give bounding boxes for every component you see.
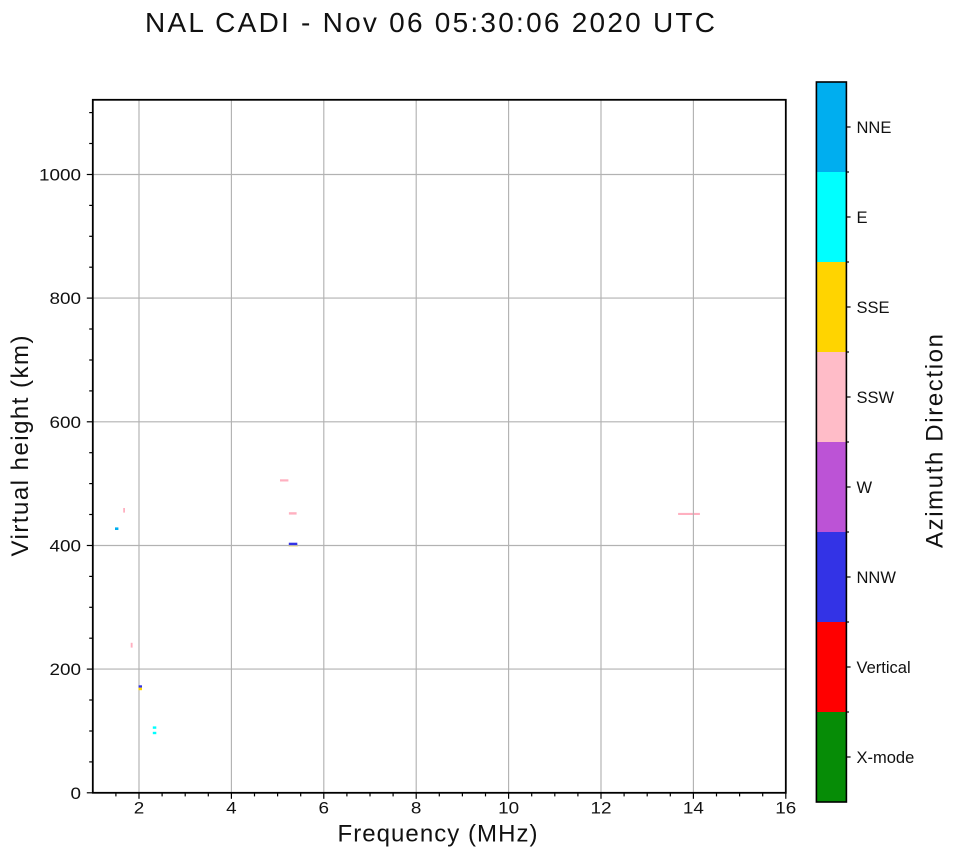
svg-text:6: 6	[319, 800, 330, 818]
svg-text:SSW: SSW	[857, 389, 895, 407]
svg-text:12: 12	[591, 800, 612, 818]
svg-text:4: 4	[226, 800, 237, 818]
svg-text:1000: 1000	[39, 167, 81, 185]
svg-text:2: 2	[134, 800, 145, 818]
svg-text:14: 14	[683, 800, 704, 818]
svg-text:10: 10	[498, 800, 519, 818]
svg-text:E: E	[857, 209, 868, 227]
svg-text:0: 0	[71, 785, 82, 803]
svg-text:NNE: NNE	[857, 119, 892, 137]
svg-text:NAL CADI - Nov 06 05:30:06 202: NAL CADI - Nov 06 05:30:06 2020 UTC	[145, 7, 715, 38]
svg-text:Frequency (MHz): Frequency (MHz)	[338, 821, 538, 848]
svg-text:W: W	[857, 479, 873, 497]
svg-text:Vertical: Vertical	[857, 659, 911, 677]
svg-text:16: 16	[775, 800, 796, 818]
svg-text:Azimuth Direction: Azimuth Direction	[922, 334, 949, 548]
svg-text:800: 800	[50, 290, 82, 308]
svg-text:X-mode: X-mode	[857, 749, 915, 767]
svg-text:Virtual height (km): Virtual height (km)	[7, 336, 34, 557]
svg-text:8: 8	[411, 800, 422, 818]
svg-text:400: 400	[50, 538, 82, 556]
svg-text:200: 200	[50, 661, 82, 679]
svg-text:SSE: SSE	[857, 299, 890, 317]
svg-text:NNW: NNW	[857, 569, 897, 587]
svg-text:600: 600	[50, 414, 82, 432]
